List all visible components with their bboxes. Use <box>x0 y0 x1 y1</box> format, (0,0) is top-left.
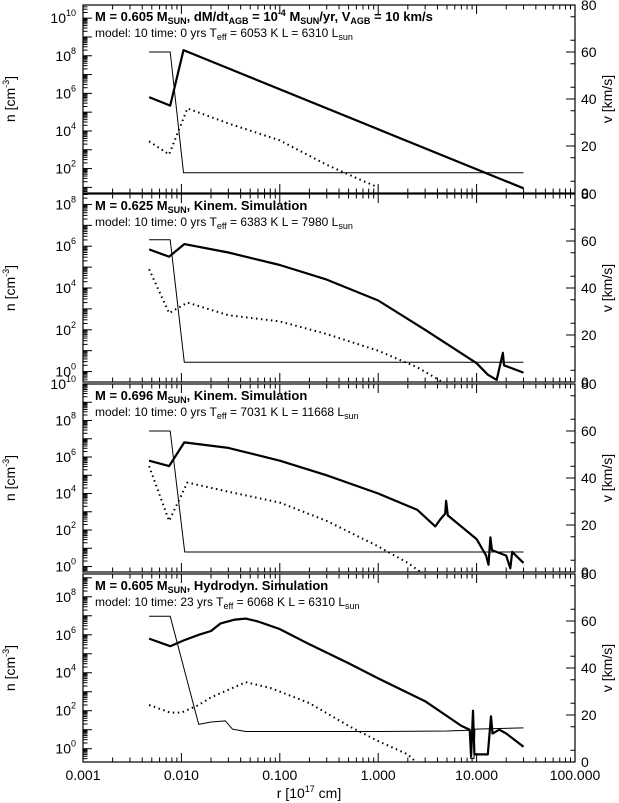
y-tick-label: 104 <box>55 663 76 681</box>
y-tick-label: 1010 <box>50 374 76 392</box>
series-velocity-line <box>149 430 524 553</box>
y2-tick-label: 40 <box>581 660 597 676</box>
x-tick-label: 0.100 <box>262 767 297 783</box>
chart-panels: 102 104 106 108 1010 0 20 40 60 80 M = 0.605 MSUN​… <box>1 0 615 770</box>
y2-tick-label: 0 <box>581 564 589 580</box>
y-axis-label: n [cm-3] <box>1 645 18 691</box>
y-tick-label: 108 <box>55 46 76 64</box>
panel-subtitle: model: 10 time: 0 yrs Teff​ = 6383 K L =… <box>95 215 353 231</box>
series-dotted-line <box>148 268 444 382</box>
y-axis-label: n [cm-3] <box>1 265 18 311</box>
y-tick-label: 104 <box>55 484 76 502</box>
series-density-line <box>148 48 524 190</box>
x-axis-label: r [1017 cm] <box>277 784 341 801</box>
y2-axis-label: v [km/s] <box>599 75 615 123</box>
x-tick-label: 0.010 <box>164 767 199 783</box>
series-group <box>148 48 524 190</box>
y-tick-label: 108 <box>55 587 76 605</box>
y-tick-label: 106 <box>55 447 76 465</box>
y2-axis-label: v [km/s] <box>599 264 615 312</box>
y-tick-label: 100 <box>55 557 76 575</box>
panel-subtitle: model: 10 time: 23 yrs Teff​ = 6068 K L … <box>95 595 360 611</box>
panel-title: M = 0.605 MSUN​, Hydrodyn. Simulation <box>95 578 328 595</box>
series-group <box>148 239 524 382</box>
y-tick-label: 104 <box>55 121 76 139</box>
x-tick-label: 10.000 <box>455 767 498 783</box>
y2-tick-label: 60 <box>581 613 597 629</box>
series-density-line <box>148 441 525 570</box>
panel-2: 100 102 104 106 108 0 20 40 60 80 M = 0.625 MSUN​,… <box>1 186 615 390</box>
y-axis-label: n [cm-3] <box>1 76 18 122</box>
y2-tick-label: 60 <box>581 44 597 60</box>
y2-tick-label: 20 <box>581 707 597 723</box>
y2-tick-label: 80 <box>581 566 597 582</box>
y-tick-label: 108 <box>55 194 76 212</box>
x-tick-label: 100.000 <box>550 767 601 783</box>
y2-tick-label: 80 <box>581 376 597 392</box>
x-tick-label: 0.001 <box>65 767 100 783</box>
series-density-line <box>148 617 525 758</box>
x-axis-ticks: 0.001 0.010 0.100 1.000 10.000 100.000 <box>65 767 600 783</box>
y-tick-label: 102 <box>55 320 76 338</box>
y-axis-label: n [cm-3] <box>1 455 18 501</box>
panel-1: 102 104 106 108 1010 0 20 40 60 80 M = 0.605 MSUN​… <box>1 0 615 201</box>
x-tick-label: 1.000 <box>361 767 396 783</box>
series-dotted-line <box>148 107 379 189</box>
y2-tick-label: 40 <box>581 280 597 296</box>
y-tick-label: 104 <box>55 278 76 296</box>
panel-3: 100 102 104 106 108 1010 0 20 40 60 80 M = 0.696 MS… <box>1 374 615 580</box>
series-group <box>148 615 525 761</box>
y2-tick-label: 80 <box>581 0 597 13</box>
series-group <box>148 430 525 572</box>
y-tick-label: 102 <box>55 159 76 177</box>
panel-4: 100 102 104 106 108 0 20 40 60 80 M = 0.605 MSUN​,… <box>1 566 615 770</box>
y-tick-label: 102 <box>55 520 76 538</box>
series-velocity-line <box>149 615 524 759</box>
y2-tick-label: 60 <box>581 423 597 439</box>
y2-axis-label: v [km/s] <box>599 454 615 502</box>
y-tick-label: 106 <box>55 236 76 254</box>
y2-tick-label: 40 <box>581 470 597 486</box>
panel-title: M = 0.605 MSUN​, dM/dtAGB​ = 10-4​ MSUN​… <box>95 8 433 26</box>
series-density-line <box>148 243 524 381</box>
panel-title: M = 0.696 MSUN​, Kinem. Simulation <box>95 388 307 405</box>
series-dotted-line <box>148 681 415 761</box>
y-tick-label: 100 <box>55 739 76 757</box>
y2-tick-label: 40 <box>581 91 597 107</box>
y-tick-label: 106 <box>55 83 76 101</box>
y2-tick-label: 20 <box>581 138 597 154</box>
y-tick-label: 108 <box>55 411 76 429</box>
y-tick-label: 100 <box>55 362 76 380</box>
series-dotted-line <box>148 465 422 572</box>
y2-tick-label: 20 <box>581 517 597 533</box>
series-velocity-line <box>149 51 524 174</box>
panel-subtitle: model: 10 time: 0 yrs Teff​ = 6053 K L =… <box>95 26 353 42</box>
y-tick-label: 102 <box>55 701 76 719</box>
panel-subtitle: model: 10 time: 0 yrs Teff​ = 7031 K L =… <box>95 405 359 421</box>
y2-tick-label: 80 <box>581 186 597 202</box>
y-tick-label: 1010 <box>50 8 76 26</box>
y-tick-label: 106 <box>55 625 76 643</box>
y2-tick-label: 0 <box>581 754 589 770</box>
y2-tick-label: 20 <box>581 327 597 343</box>
y2-tick-label: 0 <box>581 374 589 390</box>
y2-tick-label: 60 <box>581 233 597 249</box>
y2-tick-label: 0 <box>581 185 589 201</box>
series-velocity-line <box>149 239 524 363</box>
y2-axis-label: v [km/s] <box>599 644 615 692</box>
panel-title: M = 0.625 MSUN​, Kinem. Simulation <box>95 198 307 215</box>
